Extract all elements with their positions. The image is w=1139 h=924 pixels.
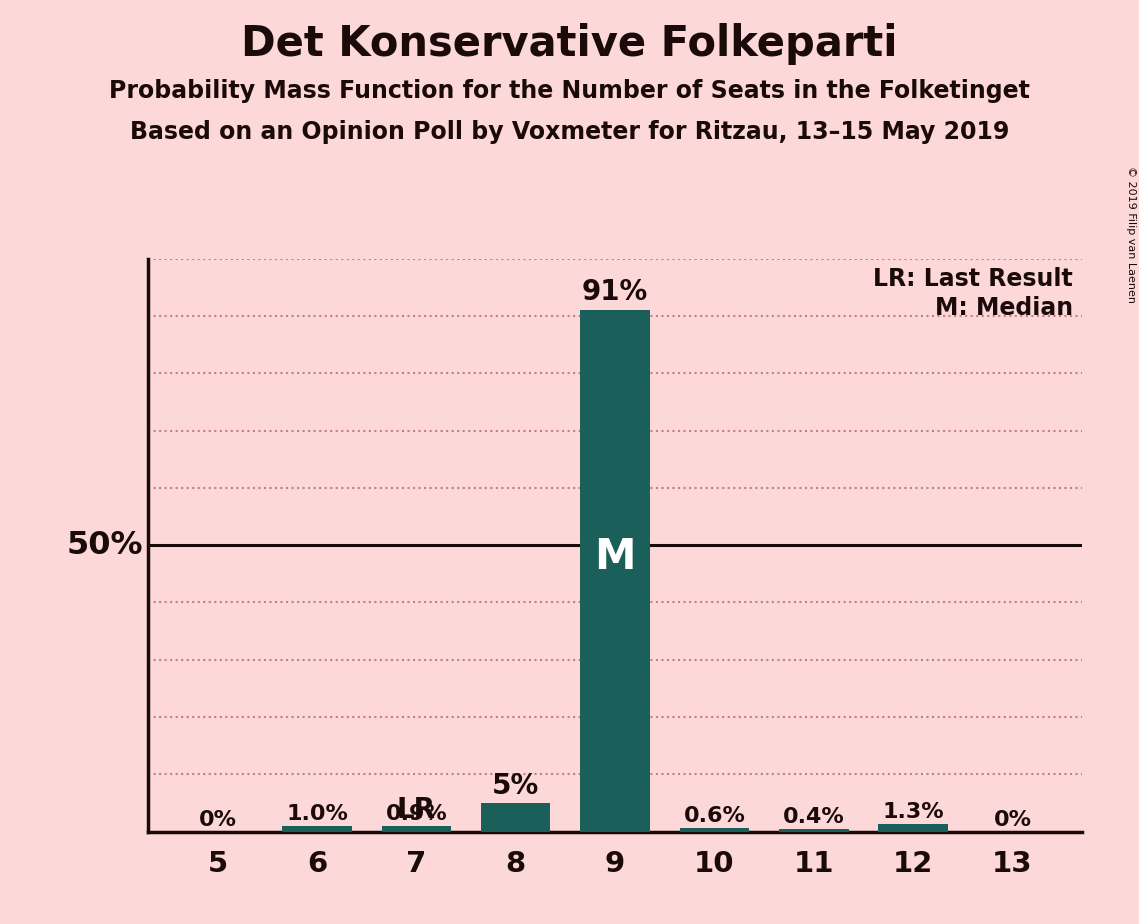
Bar bbox=[580, 310, 650, 832]
Text: 50%: 50% bbox=[67, 529, 144, 561]
Bar bbox=[779, 830, 849, 832]
Text: 91%: 91% bbox=[582, 278, 648, 306]
Text: 0.4%: 0.4% bbox=[782, 807, 845, 827]
Bar bbox=[382, 826, 451, 832]
Bar bbox=[680, 828, 749, 832]
Text: LR: LR bbox=[396, 796, 436, 823]
Bar bbox=[481, 803, 550, 832]
Text: Based on an Opinion Poll by Voxmeter for Ritzau, 13–15 May 2019: Based on an Opinion Poll by Voxmeter for… bbox=[130, 120, 1009, 144]
Text: Probability Mass Function for the Number of Seats in the Folketinget: Probability Mass Function for the Number… bbox=[109, 79, 1030, 103]
Text: 0.9%: 0.9% bbox=[385, 804, 448, 824]
Text: M: M bbox=[595, 536, 636, 578]
Text: M: Median: M: Median bbox=[935, 296, 1073, 320]
Text: 1.3%: 1.3% bbox=[883, 802, 944, 821]
Text: 1.0%: 1.0% bbox=[286, 804, 347, 823]
Text: 5%: 5% bbox=[492, 772, 540, 800]
Text: 0.6%: 0.6% bbox=[683, 806, 745, 826]
Bar bbox=[878, 824, 948, 832]
Text: © 2019 Filip van Laenen: © 2019 Filip van Laenen bbox=[1126, 166, 1136, 303]
Bar bbox=[282, 826, 352, 832]
Text: 0%: 0% bbox=[993, 809, 1032, 830]
Text: LR: Last Result: LR: Last Result bbox=[872, 267, 1073, 291]
Text: 0%: 0% bbox=[198, 809, 237, 830]
Text: Det Konservative Folkeparti: Det Konservative Folkeparti bbox=[241, 23, 898, 65]
